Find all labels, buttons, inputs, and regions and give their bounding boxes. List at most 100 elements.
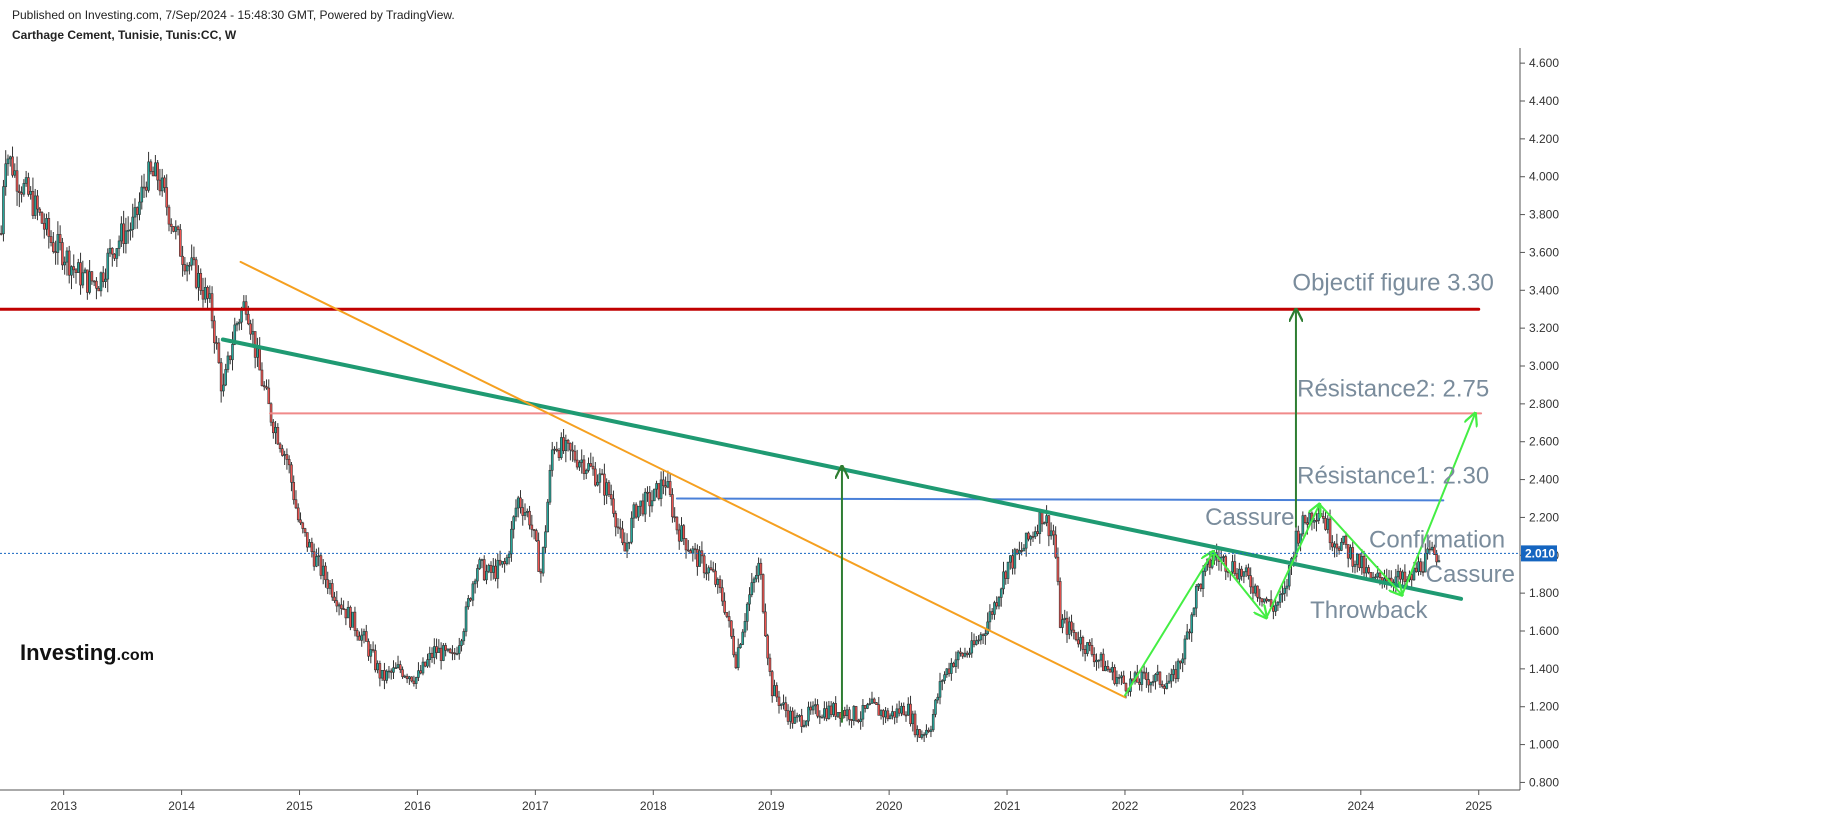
candle-310 xyxy=(702,553,706,579)
candle-118 xyxy=(267,379,271,405)
candle-10 xyxy=(22,179,26,197)
candle-377 xyxy=(854,705,858,723)
candle-462 xyxy=(1047,514,1051,547)
candle-274 xyxy=(621,520,624,546)
candle-555 xyxy=(1258,588,1262,606)
candle-507 xyxy=(1149,681,1153,693)
candle-105 xyxy=(237,318,241,331)
x-tick-label: 2024 xyxy=(1347,799,1374,813)
candle-482 xyxy=(1092,647,1096,667)
candle-505 xyxy=(1145,667,1148,688)
y-tick-label: 4.400 xyxy=(1529,94,1559,108)
zigzag-4 xyxy=(1318,503,1403,595)
trendline-orange xyxy=(239,260,1126,699)
candle-97 xyxy=(219,357,223,403)
candle-374 xyxy=(848,706,851,726)
x-tick-label: 2013 xyxy=(50,799,77,813)
candle-562 xyxy=(1274,599,1277,617)
candle-322 xyxy=(730,620,733,639)
x-tick-label: 2022 xyxy=(1112,799,1139,813)
candle-353 xyxy=(800,708,803,733)
candle-233 xyxy=(528,505,531,530)
candle-110 xyxy=(249,319,252,340)
candle-42 xyxy=(95,277,98,300)
candle-262 xyxy=(594,462,597,487)
candle-2 xyxy=(4,150,8,196)
candle-65 xyxy=(147,151,150,193)
candle-85 xyxy=(192,246,196,266)
candle-183 xyxy=(414,676,418,689)
candle-519 xyxy=(1176,658,1180,682)
candle-132 xyxy=(299,512,302,526)
candle-245 xyxy=(555,441,559,453)
candle-139 xyxy=(315,548,318,568)
x-tick-label: 2021 xyxy=(994,799,1021,813)
candle-156 xyxy=(353,606,357,637)
candle-188 xyxy=(426,653,429,668)
candle-565 xyxy=(1281,585,1284,603)
candle-98 xyxy=(222,373,225,397)
candle-567 xyxy=(1285,578,1289,597)
candle-298 xyxy=(675,516,679,535)
candle-134 xyxy=(303,527,307,537)
candle-46 xyxy=(104,268,107,289)
candle-321 xyxy=(727,610,731,628)
candle-26 xyxy=(58,225,62,251)
candle-447 xyxy=(1013,547,1017,575)
candle-460 xyxy=(1043,521,1046,525)
candle-252 xyxy=(571,441,574,462)
candle-346 xyxy=(784,696,788,718)
candle-84 xyxy=(190,244,193,271)
candle-413 xyxy=(936,693,940,704)
candle-509 xyxy=(1154,673,1157,690)
candle-354 xyxy=(802,719,806,728)
candle-405 xyxy=(918,728,921,738)
candle-280 xyxy=(634,502,638,519)
candle-484 xyxy=(1097,659,1101,669)
y-tick-label: 1.200 xyxy=(1529,700,1559,714)
candle-130 xyxy=(294,490,298,510)
candle-414 xyxy=(938,672,942,705)
candle-554 xyxy=(1256,585,1259,602)
candle-146 xyxy=(330,578,334,601)
candle-159 xyxy=(360,628,364,647)
candle-438 xyxy=(993,600,996,620)
x-tick-label: 2025 xyxy=(1465,799,1492,813)
candle-272 xyxy=(616,518,620,534)
candle-479 xyxy=(1086,642,1089,657)
candle-488 xyxy=(1106,660,1110,672)
candle-72 xyxy=(163,175,166,193)
candle-412 xyxy=(934,698,937,718)
candle-496 xyxy=(1124,682,1128,699)
candle-338 xyxy=(766,633,769,666)
candle-257 xyxy=(582,455,586,480)
candle-530 xyxy=(1201,565,1205,598)
candle-148 xyxy=(335,591,339,613)
candle-521 xyxy=(1181,653,1184,673)
candle-503 xyxy=(1140,669,1144,692)
candle-508 xyxy=(1151,674,1155,687)
candle-240 xyxy=(544,525,547,554)
candle-319 xyxy=(723,592,726,615)
candle-603 xyxy=(1367,564,1370,575)
candle-127 xyxy=(287,455,291,474)
zigzag-5 xyxy=(1401,413,1475,597)
candle-296 xyxy=(671,488,674,523)
x-tick-label: 2023 xyxy=(1230,799,1257,813)
candle-339 xyxy=(768,653,772,677)
candle-583 xyxy=(1321,510,1325,524)
candle-544 xyxy=(1233,554,1237,576)
candle-32 xyxy=(72,254,76,279)
candle-436 xyxy=(988,604,992,631)
candle-632 xyxy=(1433,544,1436,556)
annotation-2: Résistance1: 2.30 xyxy=(1297,462,1489,489)
candle-255 xyxy=(578,460,581,471)
candle-5 xyxy=(11,146,14,178)
candle-403 xyxy=(913,710,917,738)
candle-452 xyxy=(1024,532,1028,557)
candle-421 xyxy=(954,651,958,673)
candle-137 xyxy=(310,537,314,558)
candle-286 xyxy=(648,485,652,517)
